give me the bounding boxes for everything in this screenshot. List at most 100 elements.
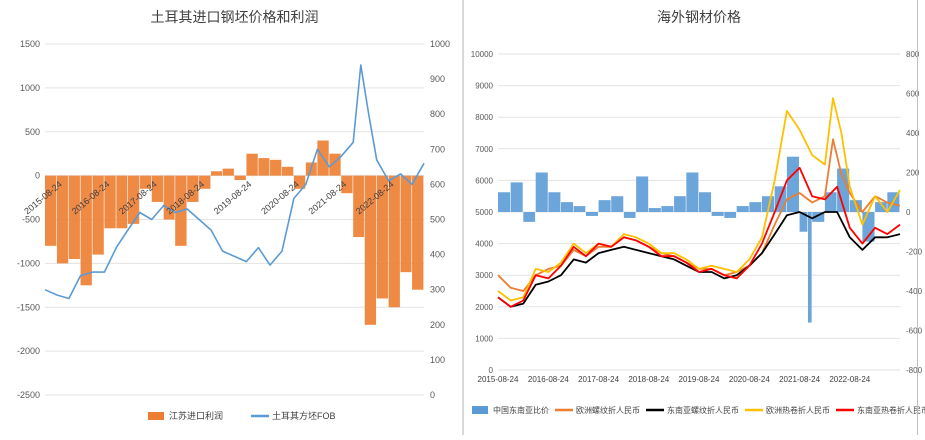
- y-right-tick-label: 600: [430, 179, 445, 189]
- data-bar: [724, 212, 737, 218]
- turkey-billet-chart-panel: 土耳其进口钢坯价格和利润 1500 1000 500 0 -500 -1000 -1500 -2…: [0, 0, 460, 435]
- data-bar: [736, 206, 749, 212]
- data-bar: [699, 192, 712, 212]
- data-bar: [786, 156, 799, 212]
- data-bar: [246, 153, 258, 176]
- y-left-tick-label: 5000: [475, 208, 493, 217]
- data-bar: [364, 175, 377, 325]
- chart-title: 土耳其进口钢坯价格和利润: [151, 9, 319, 25]
- data-bar: [523, 212, 536, 222]
- data-bar: [561, 202, 574, 212]
- data-bar: [412, 175, 424, 290]
- series-line: [497, 97, 901, 302]
- y-left-tick-label: 1000: [475, 334, 493, 343]
- data-bar: [341, 175, 353, 194]
- series-line: [497, 166, 901, 308]
- data-bar: [104, 175, 116, 229]
- data-bar: [151, 175, 164, 202]
- y-left-tick-label: 6000: [475, 176, 493, 185]
- legend-label: 欧洲螺纹折人民币: [576, 405, 640, 415]
- data-bar: [686, 172, 699, 212]
- x-tick-label: 2021-08-24: [307, 179, 349, 216]
- x-tick-label: 2020-08-24: [729, 375, 770, 384]
- y-right-tick-label: 400: [906, 129, 920, 138]
- turkey-billet-chart: 土耳其进口钢坯价格和利润150010005000-500-1000-1500-2…: [17, 9, 450, 421]
- data-bar: [711, 212, 724, 216]
- data-bar: [837, 168, 850, 212]
- x-tick-label: 2015-08-24: [478, 375, 519, 384]
- y-right-tick-label: 800: [430, 109, 445, 119]
- y-right-tick-label: 0: [906, 208, 911, 217]
- y-left-tick-label: 0: [35, 171, 40, 181]
- y-left-tick-label: 10000: [471, 50, 494, 59]
- y-right-tick-label: 700: [430, 144, 445, 154]
- data-bar: [139, 175, 152, 189]
- data-bar: [281, 166, 294, 176]
- data-bar: [548, 192, 561, 212]
- data-bar: [116, 175, 128, 229]
- data-bar: [211, 171, 222, 176]
- data-bar: [199, 175, 211, 189]
- x-tick-label: 2019-08-24: [679, 375, 720, 384]
- data-bar: [598, 200, 611, 212]
- data-bar: [293, 175, 306, 189]
- data-bar: [56, 175, 69, 264]
- y-left-tick-label: -500: [22, 215, 40, 225]
- data-bar: [611, 196, 624, 212]
- data-bar: [329, 153, 341, 176]
- data-bar: [623, 212, 636, 218]
- y-left-tick-label: 7000: [475, 145, 493, 154]
- series-line: [497, 211, 901, 308]
- data-bar: [376, 175, 388, 299]
- data-bar: [127, 175, 140, 224]
- data-bar: [400, 175, 412, 273]
- data-bar: [510, 182, 523, 212]
- y-right-tick-label: 1000: [430, 39, 450, 49]
- data-bar: [498, 192, 511, 212]
- y-left-tick-label: 8000: [475, 113, 493, 122]
- y-left-tick-label: 9000: [475, 82, 493, 91]
- data-bar: [661, 206, 674, 212]
- y-left-tick-label: 1500: [20, 39, 40, 49]
- data-bar: [674, 196, 686, 212]
- data-bar: [585, 212, 598, 216]
- legend-swatch: [472, 406, 488, 414]
- data-bar: [92, 175, 104, 255]
- y-left-tick-label: 500: [25, 127, 40, 137]
- data-bar: [875, 202, 887, 212]
- chart-title: 海外钢材价格: [657, 9, 741, 25]
- legend-label: 江苏进口利润: [169, 410, 223, 421]
- data-bar: [68, 175, 80, 259]
- legend-label: 东南亚热卷折人民币: [857, 405, 925, 415]
- legend-label: 东南亚螺纹折人民币: [667, 405, 739, 415]
- y-left-tick-label: 0: [489, 366, 494, 375]
- panel-divider: [462, 0, 464, 435]
- data-bar: [388, 175, 400, 308]
- data-bar: [258, 158, 270, 176]
- y-left-tick-label: -1000: [17, 258, 40, 268]
- series-line: [44, 64, 425, 300]
- data-bar: [535, 172, 548, 212]
- data-bar: [573, 206, 586, 212]
- y-right-tick-label: 500: [430, 215, 445, 225]
- x-tick-label: 2018-08-24: [628, 375, 669, 384]
- y-left-tick-label: 1000: [20, 83, 40, 93]
- y-right-tick-label: -600: [906, 327, 923, 336]
- legend-label: 欧洲热卷折人民币: [766, 405, 830, 415]
- x-tick-label: 2016-08-24: [528, 375, 569, 384]
- y-right-tick-label: 900: [430, 74, 445, 84]
- legend-label: 中国东南亚比价: [493, 405, 549, 415]
- legend-swatch: [148, 412, 164, 420]
- data-bar: [799, 212, 808, 232]
- data-bar: [187, 175, 199, 202]
- overseas-steel-chart: 海外钢材价格1000090008000700060005000400030002…: [471, 9, 925, 415]
- data-bar: [353, 175, 365, 238]
- overseas-steel-chart-panel: 海外钢材价格 10000 9000 8000 7000 6000 5000 4000 3000 2…: [468, 0, 925, 435]
- data-bar: [234, 175, 246, 181]
- y-left-tick-label: 3000: [475, 271, 493, 280]
- data-bar: [749, 202, 762, 212]
- y-right-tick-label: -200: [906, 248, 923, 257]
- y-right-tick-label: -400: [906, 287, 923, 296]
- data-bar: [824, 192, 837, 212]
- window-edge: [917, 0, 918, 435]
